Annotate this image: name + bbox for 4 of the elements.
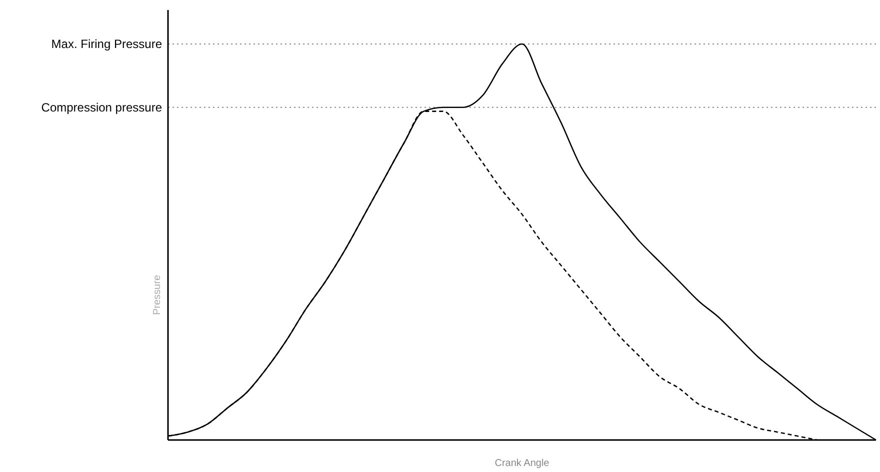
x-axis-title: Crank Angle <box>494 458 550 469</box>
y-axis-title: Pressure <box>152 274 163 316</box>
ref-line-label: Compression pressure <box>41 100 162 114</box>
ref-line-label: Max. Firing Pressure <box>51 37 162 51</box>
